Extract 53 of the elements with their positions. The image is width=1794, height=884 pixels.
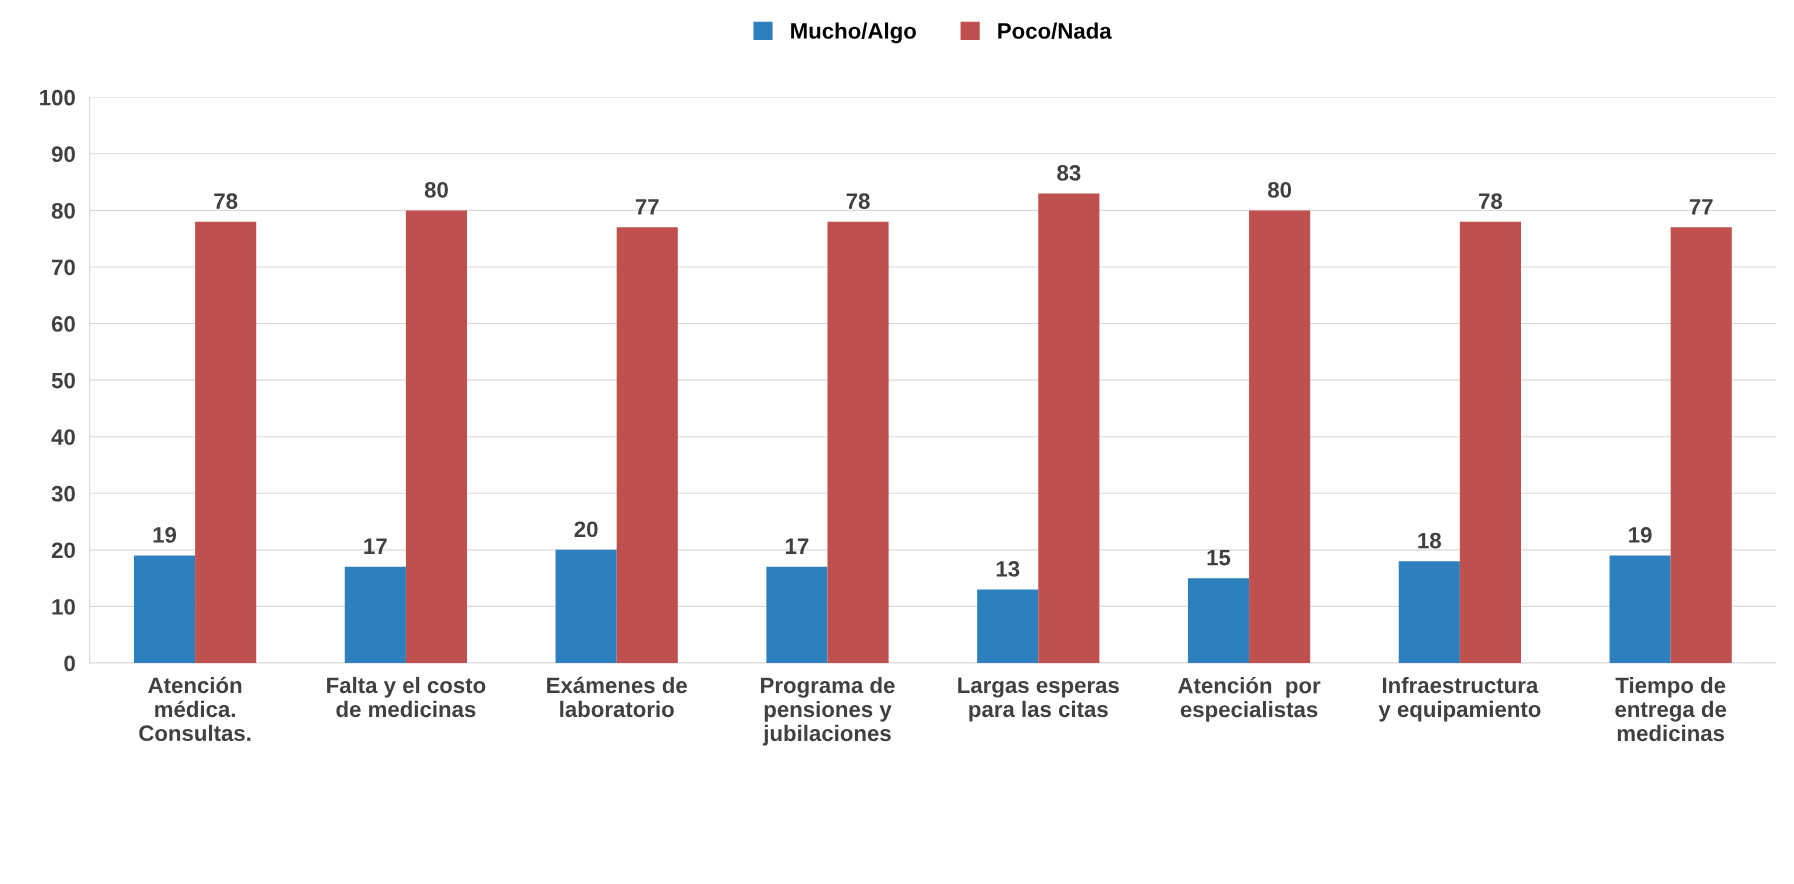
data-label: 80	[1267, 181, 1292, 198]
x-tick-label: Tiempo de entrega de medicinas	[1615, 676, 1727, 742]
y-tick-label: 50	[51, 372, 75, 389]
data-label: 17	[785, 538, 809, 554]
x-tick-label: Atención por especialistas	[1178, 676, 1321, 722]
data-label: 80	[424, 181, 448, 198]
bar	[344, 566, 406, 663]
data-label: 15	[1207, 549, 1231, 566]
x-tick-label: Infraestructura y equipamiento	[1378, 676, 1541, 722]
bar	[1038, 193, 1100, 663]
bar	[977, 589, 1039, 663]
bar	[555, 549, 617, 663]
data-label: 19	[153, 527, 177, 543]
bar	[195, 221, 257, 663]
bar	[616, 227, 678, 663]
bar	[405, 210, 468, 663]
bar	[1670, 227, 1732, 663]
bar	[827, 221, 889, 663]
data-label: 78	[214, 193, 238, 209]
y-tick-label: 70	[52, 259, 75, 276]
data-label: 17	[364, 538, 387, 554]
bar	[766, 566, 828, 663]
bar	[1187, 578, 1250, 663]
data-label: 83	[1057, 164, 1081, 181]
bar	[1249, 210, 1311, 663]
legend-label: Mucho/Algo	[791, 22, 916, 44]
data-label: 18	[1418, 532, 1441, 549]
y-tick-label: 0	[64, 655, 75, 672]
x-tick-label: Programa de pensiones y jubilaciones	[761, 676, 895, 746]
data-label: 78	[1479, 193, 1503, 209]
bar	[1609, 555, 1671, 663]
x-tick-label: Exámenes de laboratorio	[547, 676, 687, 718]
bar	[133, 555, 196, 663]
y-tick-label: 40	[51, 429, 75, 445]
x-tick-label: Largas esperas para las citas	[958, 677, 1119, 722]
bar	[1398, 561, 1460, 663]
y-tick-label: 20	[51, 542, 75, 559]
bar	[1459, 221, 1521, 663]
data-label: 19	[1629, 527, 1652, 543]
data-label: 78	[846, 193, 870, 209]
data-label: 13	[996, 560, 1020, 577]
y-tick-label: 100	[40, 89, 75, 106]
data-label: 20	[574, 521, 598, 538]
x-tick-label: Falta y el costo de medicinas	[327, 676, 486, 718]
legend-label: Poco/Nada	[998, 22, 1112, 40]
y-tick-label: 10	[52, 598, 75, 615]
y-tick-label: 80	[51, 202, 75, 219]
y-tick-label: 60	[51, 316, 75, 332]
data-label: 77	[1689, 199, 1713, 215]
y-tick-label: 90	[51, 146, 75, 163]
x-tick-label: Atención médica. Consultas.	[139, 676, 251, 742]
data-label: 77	[635, 199, 659, 215]
y-tick-label: 30	[51, 485, 75, 502]
